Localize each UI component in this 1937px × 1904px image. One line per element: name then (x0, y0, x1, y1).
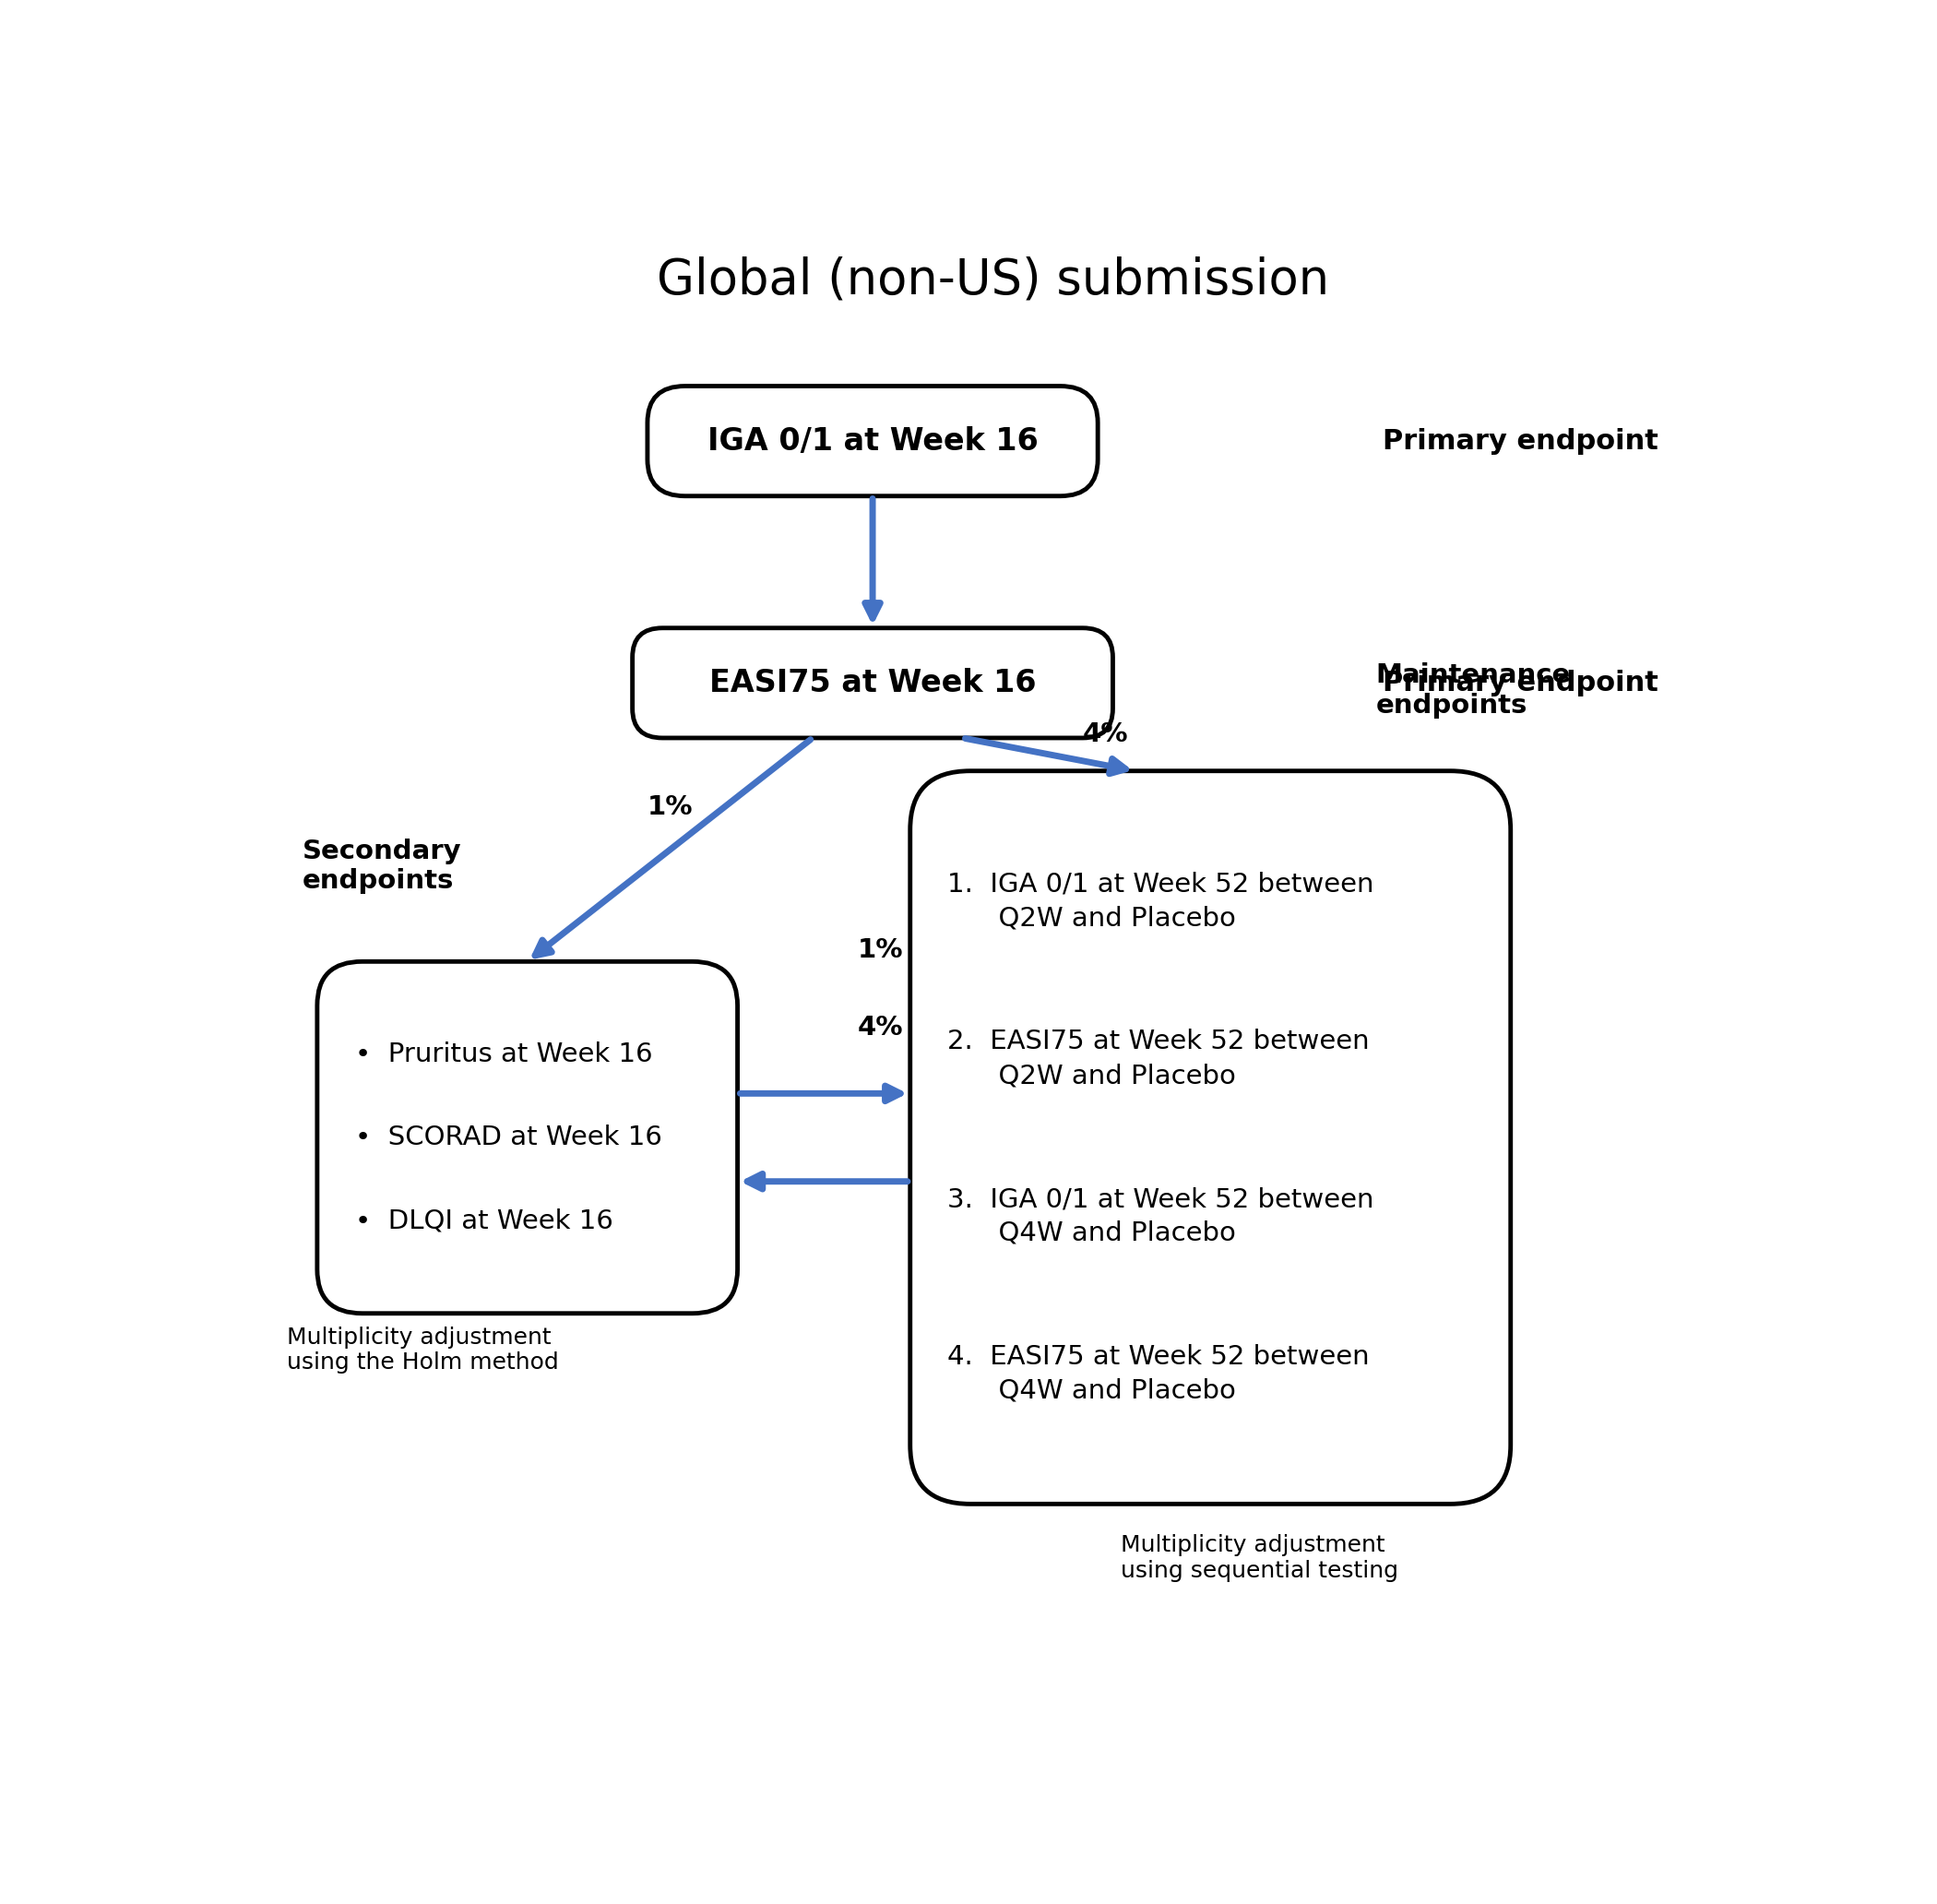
Text: 4%: 4% (1083, 722, 1127, 746)
Text: Primary endpoint: Primary endpoint (1383, 428, 1658, 455)
Text: •  DLQI at Week 16: • DLQI at Week 16 (354, 1207, 612, 1234)
FancyBboxPatch shape (647, 387, 1098, 497)
Text: Global (non-US) submission: Global (non-US) submission (657, 255, 1329, 305)
FancyBboxPatch shape (318, 962, 738, 1314)
Text: 3.  IGA 0/1 at Week 52 between
      Q4W and Placebo: 3. IGA 0/1 at Week 52 between Q4W and Pl… (947, 1186, 1373, 1245)
Text: EASI75 at Week 16: EASI75 at Week 16 (709, 668, 1036, 699)
Text: 4%: 4% (858, 1015, 903, 1040)
Text: 2.  EASI75 at Week 52 between
      Q2W and Placebo: 2. EASI75 at Week 52 between Q2W and Pla… (947, 1028, 1369, 1089)
Text: •  Pruritus at Week 16: • Pruritus at Week 16 (354, 1041, 653, 1068)
Text: Maintenance
endpoints: Maintenance endpoints (1375, 663, 1571, 718)
Text: Multiplicity adjustment
using the Holm method: Multiplicity adjustment using the Holm m… (287, 1327, 560, 1375)
Text: Secondary
endpoints: Secondary endpoints (302, 838, 461, 895)
Text: 1.  IGA 0/1 at Week 52 between
      Q2W and Placebo: 1. IGA 0/1 at Week 52 between Q2W and Pl… (947, 872, 1373, 931)
FancyBboxPatch shape (910, 771, 1511, 1504)
Text: 1%: 1% (858, 937, 903, 963)
Text: Primary endpoint: Primary endpoint (1383, 670, 1658, 697)
Text: Multiplicity adjustment
using sequential testing: Multiplicity adjustment using sequential… (1120, 1535, 1399, 1582)
Text: •  SCORAD at Week 16: • SCORAD at Week 16 (354, 1125, 662, 1150)
Text: 4.  EASI75 at Week 52 between
      Q4W and Placebo: 4. EASI75 at Week 52 between Q4W and Pla… (947, 1344, 1369, 1403)
Text: 1%: 1% (647, 794, 693, 821)
FancyBboxPatch shape (633, 628, 1114, 739)
Text: IGA 0/1 at Week 16: IGA 0/1 at Week 16 (707, 426, 1038, 457)
